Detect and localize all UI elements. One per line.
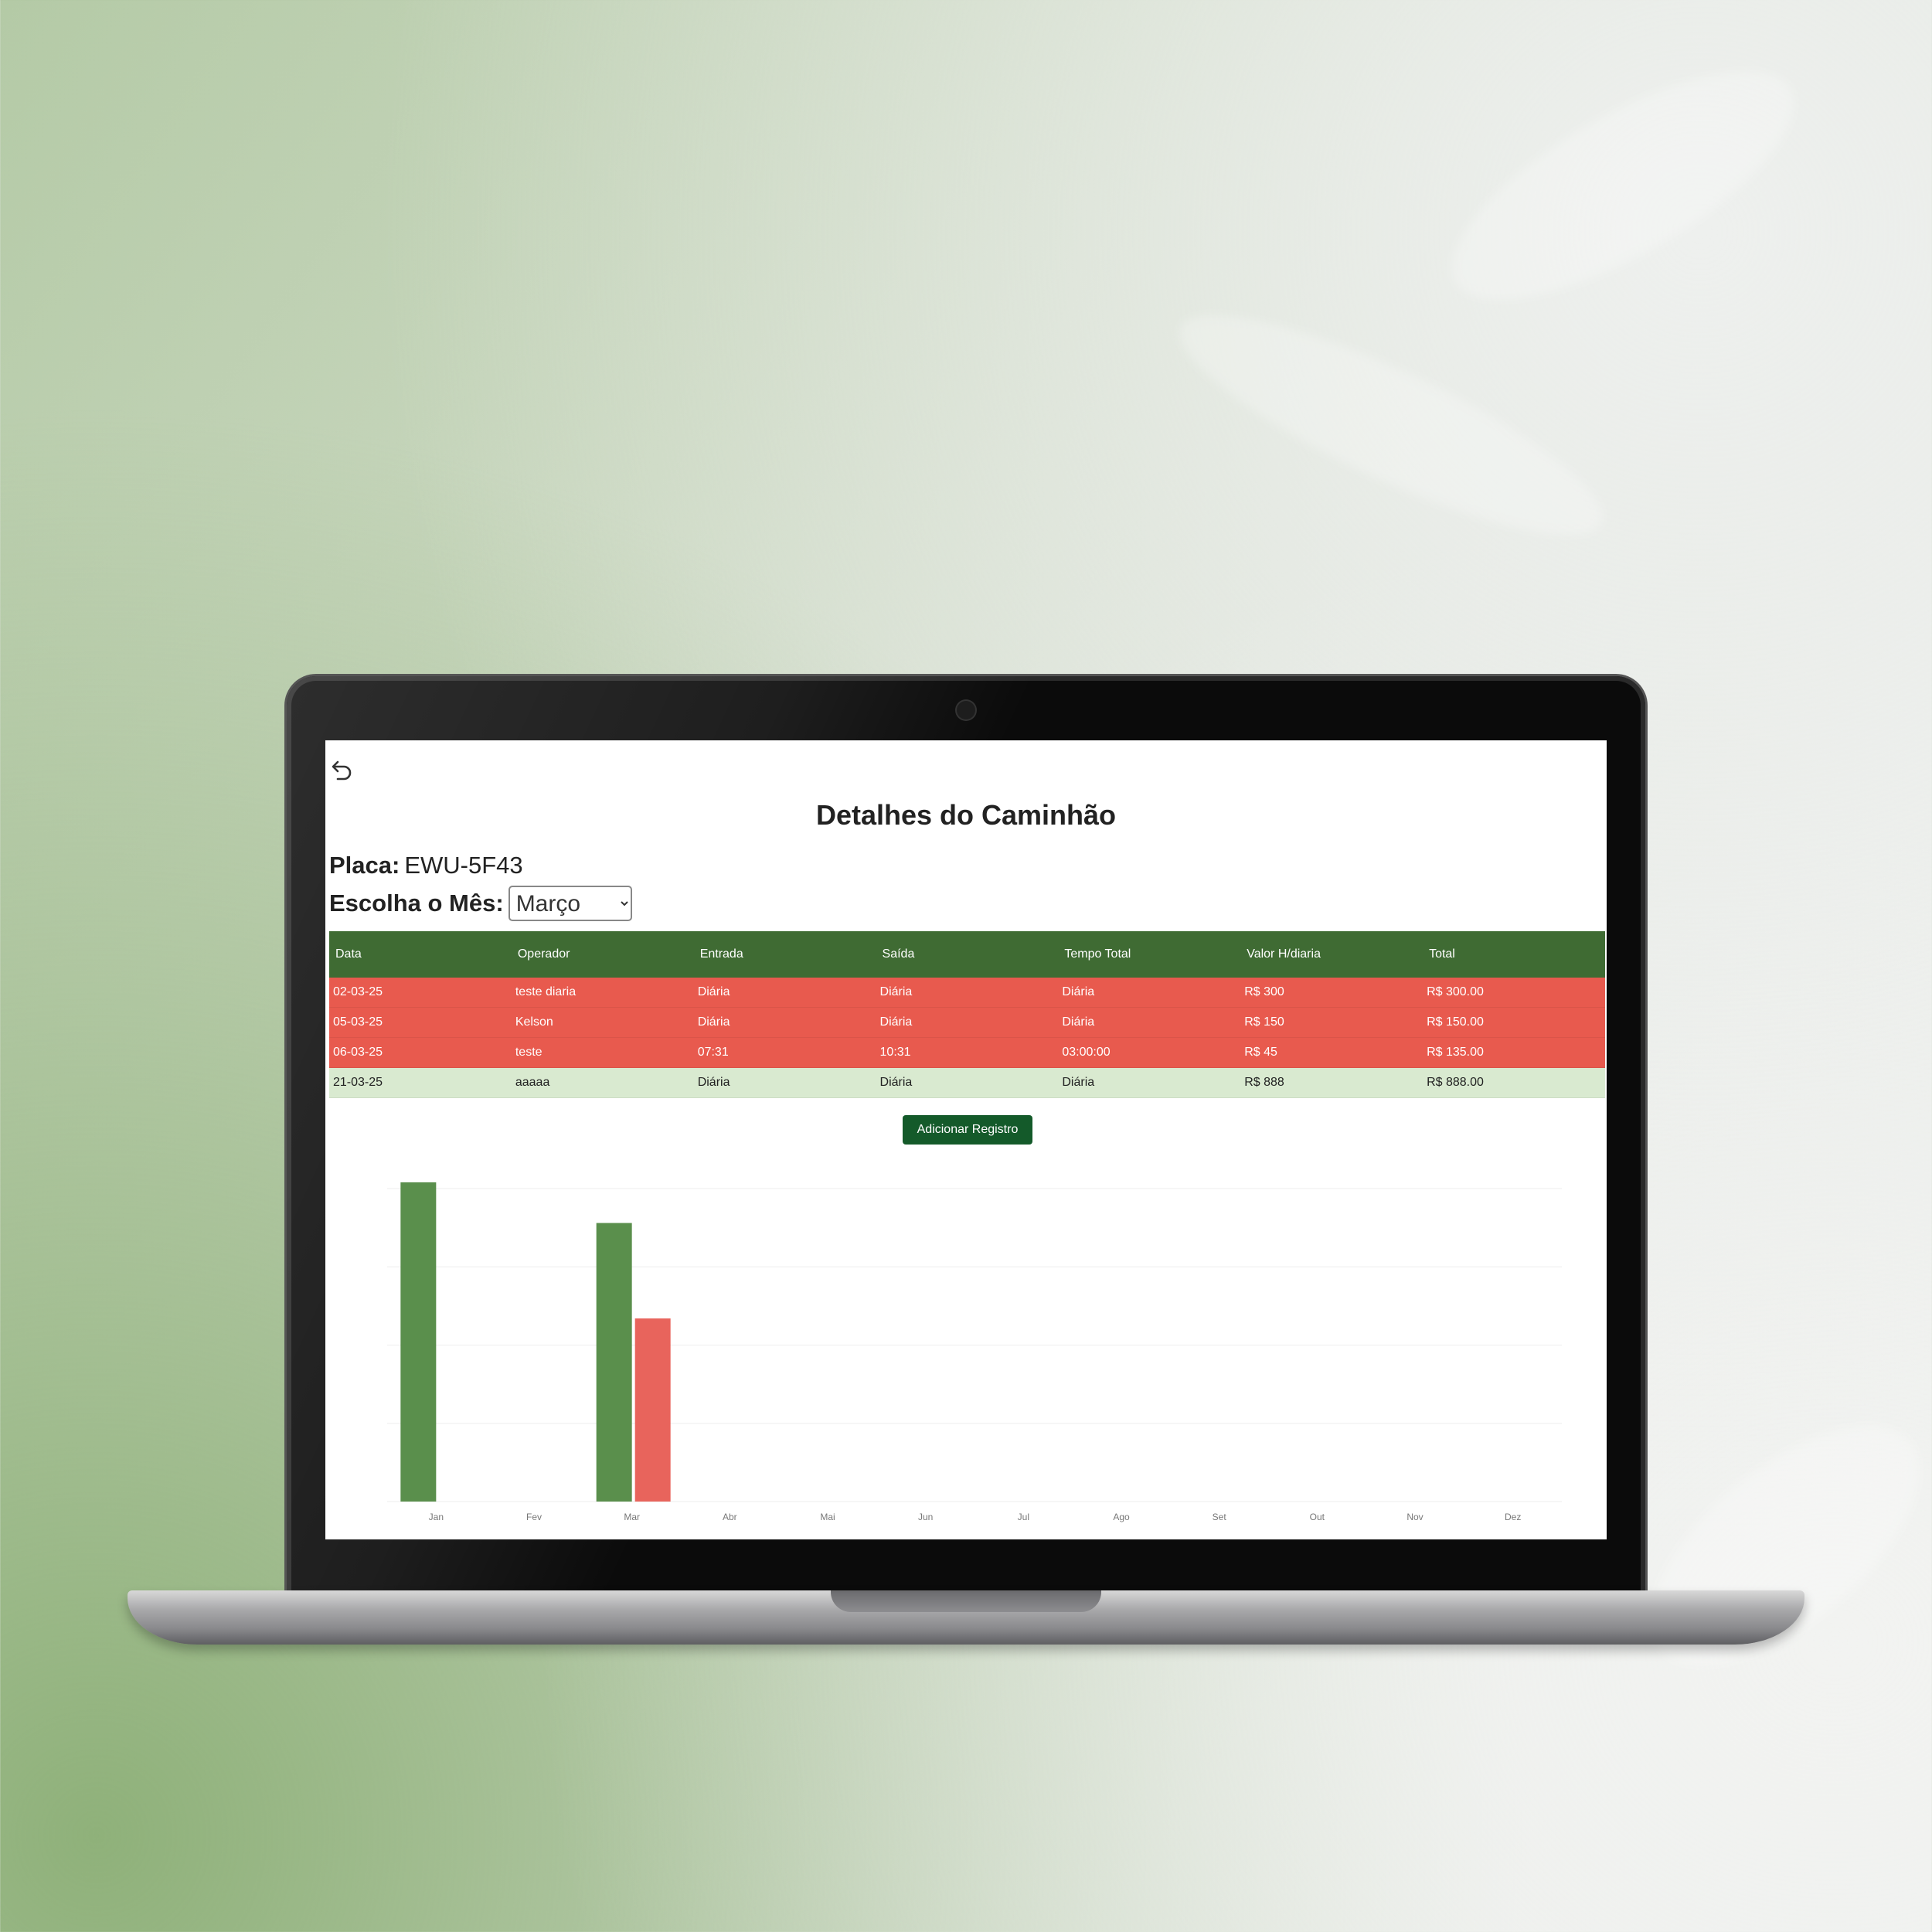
x-tick-label: Set <box>1213 1512 1227 1522</box>
cell-tempo-total: Diária <box>1058 1007 1241 1038</box>
cell-operador: teste <box>511 1037 694 1068</box>
placa-value: EWU-5F43 <box>404 852 523 879</box>
cell-entrada: 07:31 <box>693 1037 876 1068</box>
table-row[interactable]: 02-03-25 teste diaria Diária Diária Diár… <box>329 978 1605 1008</box>
x-tick-label: Mai <box>820 1512 835 1522</box>
table-row[interactable]: 21-03-25 aaaaa Diária Diária Diária R$ 8… <box>329 1067 1605 1098</box>
records-table: Data Operador Entrada Saída Tempo Total … <box>329 931 1605 1098</box>
cell-valor: R$ 888 <box>1240 1067 1423 1098</box>
col-saida: Saída <box>876 931 1059 978</box>
col-total: Total <box>1423 931 1605 978</box>
table-header-row: Data Operador Entrada Saída Tempo Total … <box>329 931 1605 978</box>
cell-tempo-total: Diária <box>1058 978 1241 1008</box>
month-select[interactable]: Março <box>508 886 632 921</box>
cell-total: R$ 135.00 <box>1423 1037 1605 1068</box>
x-tick-label: Jun <box>918 1512 933 1522</box>
cell-saida: 10:31 <box>876 1037 1059 1068</box>
cell-valor: R$ 45 <box>1240 1037 1423 1068</box>
table-row[interactable]: 05-03-25 Kelson Diária Diária Diária R$ … <box>329 1007 1605 1038</box>
col-data: Data <box>329 931 512 978</box>
table-row[interactable]: 06-03-25 teste 07:31 10:31 03:00:00 R$ 4… <box>329 1037 1605 1068</box>
cell-data: 05-03-25 <box>329 1007 512 1038</box>
cell-data: 02-03-25 <box>329 978 512 1008</box>
cell-entrada: Diária <box>693 1067 876 1098</box>
placa-row: Placa: EWU-5F43 <box>329 852 523 879</box>
cell-valor: R$ 150 <box>1240 1007 1423 1038</box>
col-entrada: Entrada <box>693 931 876 978</box>
x-tick-label: Fev <box>526 1512 542 1522</box>
x-tick-label: Out <box>1310 1512 1325 1522</box>
col-operador: Operador <box>511 931 694 978</box>
laptop-base <box>128 1590 1804 1645</box>
cell-operador: teste diaria <box>511 978 694 1008</box>
page-title: Detalhes do Caminhão <box>815 799 1117 831</box>
bar-mar-series-1 <box>596 1223 632 1502</box>
x-tick-label: Abr <box>723 1512 737 1522</box>
x-tick-label: Jan <box>429 1512 444 1522</box>
cell-entrada: Diária <box>693 1007 876 1038</box>
placa-label: Placa: <box>329 852 400 879</box>
cell-total: R$ 300.00 <box>1423 978 1605 1008</box>
cell-data: 06-03-25 <box>329 1037 512 1068</box>
cell-total: R$ 888.00 <box>1423 1067 1605 1098</box>
webcam <box>957 701 975 719</box>
cell-operador: aaaaa <box>511 1067 694 1098</box>
month-row: Escolha o Mês: Março <box>329 886 632 921</box>
add-record-button[interactable]: Adicionar Registro <box>903 1115 1032 1145</box>
cell-saida: Diária <box>876 1007 1059 1038</box>
x-tick-label: Nov <box>1406 1512 1423 1522</box>
cell-valor: R$ 300 <box>1240 978 1423 1008</box>
laptop-notch <box>831 1590 1101 1612</box>
app-screen: Detalhes do Caminhão Placa: EWU-5F43 Esc… <box>325 740 1607 1539</box>
month-label: Escolha o Mês: <box>329 889 504 917</box>
bar-mar-series-2 <box>634 1318 671 1502</box>
cell-operador: Kelson <box>511 1007 694 1038</box>
cell-total: R$ 150.00 <box>1423 1007 1605 1038</box>
x-tick-label: Dez <box>1505 1512 1521 1522</box>
col-tempo-total: Tempo Total <box>1058 931 1241 978</box>
back-button[interactable] <box>330 757 355 782</box>
undo-arrow-icon <box>332 760 352 781</box>
cell-saida: Diária <box>876 1067 1059 1098</box>
cell-tempo-total: 03:00:00 <box>1058 1037 1241 1068</box>
bar-jan-series-1 <box>400 1182 437 1502</box>
cell-data: 21-03-25 <box>329 1067 512 1098</box>
cell-tempo-total: Diária <box>1058 1067 1241 1098</box>
monthly-bar-chart: Jan Fev Mar Abr Mai Jun Jul Ago Set Out Nov Dez <box>387 1182 1562 1522</box>
x-tick-label: Ago <box>1113 1512 1130 1522</box>
cell-saida: Diária <box>876 978 1059 1008</box>
cell-entrada: Diária <box>693 978 876 1008</box>
col-valor: Valor H/diaria <box>1240 931 1423 978</box>
x-tick-label: Jul <box>1018 1512 1029 1522</box>
x-tick-label: Mar <box>624 1512 640 1522</box>
